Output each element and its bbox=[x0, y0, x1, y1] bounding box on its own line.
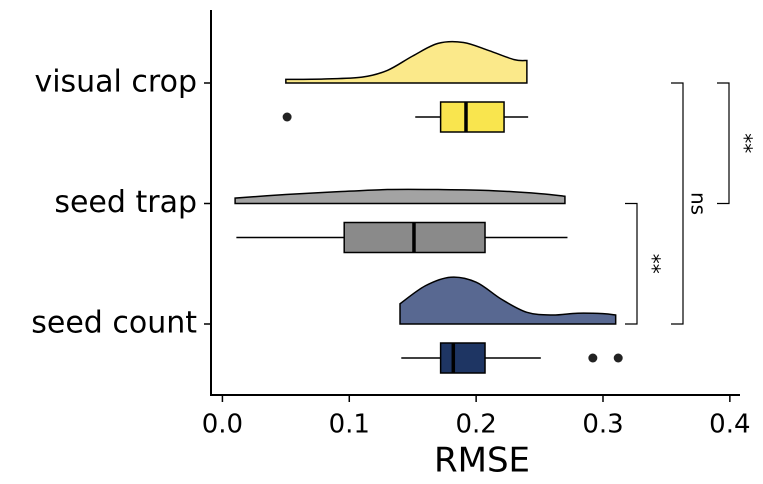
violin bbox=[399, 276, 617, 325]
x-tick-label: 0.0 bbox=[202, 410, 243, 440]
significance-label: ** bbox=[641, 254, 665, 274]
violin bbox=[234, 188, 566, 205]
outlier bbox=[282, 112, 292, 122]
x-tick-label: 0.2 bbox=[455, 410, 496, 440]
significance-label: ** bbox=[733, 133, 757, 153]
x-axis-label: RMSE bbox=[434, 441, 530, 481]
y-tick-label: seed trap bbox=[54, 185, 197, 220]
outlier bbox=[588, 353, 598, 363]
y-tick-label: seed count bbox=[31, 306, 197, 341]
outlier bbox=[613, 353, 623, 363]
box bbox=[439, 342, 486, 374]
y-tick-label: visual crop bbox=[34, 65, 197, 100]
significance-bracket bbox=[717, 82, 730, 205]
significance-bracket bbox=[671, 82, 684, 325]
x-tick-label: 0.4 bbox=[709, 410, 750, 440]
significance-label: ns bbox=[687, 192, 711, 215]
x-tick-label: 0.1 bbox=[329, 410, 370, 440]
significance-bracket bbox=[625, 202, 638, 325]
x-tick-label: 0.3 bbox=[582, 410, 623, 440]
violin bbox=[285, 40, 528, 84]
box bbox=[439, 101, 505, 133]
